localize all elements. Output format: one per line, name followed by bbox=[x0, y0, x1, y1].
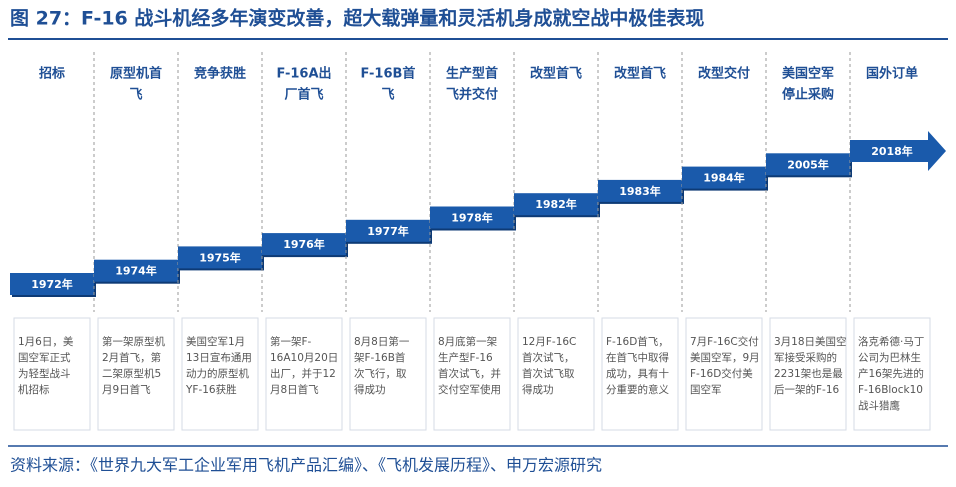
description-line: 在首飞中取得 bbox=[606, 351, 669, 364]
description-box bbox=[769, 317, 847, 431]
description-box bbox=[433, 317, 511, 431]
year-bar bbox=[262, 233, 346, 256]
description-line: F-16D首飞， bbox=[606, 335, 669, 348]
year-label: 1977年 bbox=[367, 224, 409, 238]
event-label: 改型首飞 bbox=[530, 66, 582, 82]
description-line: F-16Block10 bbox=[858, 384, 923, 396]
description-line: 首次试飞取 bbox=[522, 367, 575, 380]
description-line: 架F-16B首 bbox=[354, 351, 405, 364]
year-bar bbox=[10, 273, 94, 295]
year-bar bbox=[766, 153, 850, 176]
description-line: 7月F-16C交付 bbox=[690, 335, 759, 348]
description-line: 1月6日，美 bbox=[18, 335, 74, 348]
description-line: 第一架原型机 bbox=[102, 335, 165, 348]
description-line: 13日宣布通用 bbox=[186, 351, 252, 364]
year-label: 1972年 bbox=[31, 277, 73, 291]
description-line: F-16D交付美 bbox=[690, 367, 753, 380]
description-line: YF-16获胜 bbox=[185, 384, 237, 396]
year-bar bbox=[598, 179, 682, 202]
event-label: 飞并交付 bbox=[446, 87, 498, 103]
title: 图 27：F-16 战斗机经多年演变改善，超大载弹量和灵活机身成就空战中极佳表现 bbox=[10, 7, 704, 30]
year-label: 2018年 bbox=[871, 144, 913, 158]
description-line: 美国空军1月 bbox=[186, 335, 245, 348]
description-box bbox=[349, 317, 427, 431]
description-line: 2231架也是最 bbox=[774, 367, 843, 380]
description-line: 洛克希德·马丁 bbox=[858, 335, 924, 348]
description-line: 交付空军使用 bbox=[438, 383, 501, 396]
description-line: 第一架F- bbox=[270, 335, 312, 348]
event-label: 飞 bbox=[381, 88, 394, 103]
event-label: 厂首飞 bbox=[284, 87, 323, 103]
year-label: 1982年 bbox=[535, 197, 577, 211]
event-label: F-16A出 bbox=[276, 66, 331, 82]
year-bar bbox=[94, 259, 178, 282]
description-line: 得成功 bbox=[354, 384, 386, 396]
year-bar bbox=[514, 193, 598, 216]
event-label: 飞 bbox=[129, 88, 142, 103]
event-label: 改型首飞 bbox=[614, 66, 666, 82]
description-line: 美国空军，9月 bbox=[690, 351, 760, 364]
year-label: 1978年 bbox=[451, 211, 493, 225]
event-label: 竞争获胜 bbox=[194, 66, 246, 82]
description-line: 战斗猎鹰 bbox=[858, 399, 900, 412]
event-label: 生产型首 bbox=[446, 66, 498, 82]
year-bar bbox=[682, 166, 766, 189]
year-label: 1983年 bbox=[619, 184, 661, 198]
description-line: 3月18日美国空 bbox=[774, 335, 847, 348]
year-label: 2005年 bbox=[787, 157, 829, 171]
description-line: 首次试飞，并 bbox=[438, 367, 501, 380]
description-line: 公司为巴林生 bbox=[858, 351, 921, 364]
event-label: F-16B首 bbox=[361, 66, 416, 82]
description-line: 月8日首飞 bbox=[270, 383, 319, 396]
event-label: 国外订单 bbox=[866, 66, 918, 82]
year-bar bbox=[178, 246, 262, 269]
description-line: 二架原型机5 bbox=[102, 367, 161, 380]
year-bar bbox=[430, 206, 514, 229]
description-line: 动力的原型机 bbox=[186, 367, 249, 380]
description-line: 国空军 bbox=[690, 383, 722, 396]
description-line: 得成功 bbox=[522, 384, 554, 396]
description-line: 月9日首飞 bbox=[102, 383, 151, 396]
description-box bbox=[853, 317, 931, 431]
year-label: 1975年 bbox=[199, 250, 241, 264]
description-line: 产16架先进的 bbox=[858, 367, 924, 380]
description-box bbox=[13, 317, 91, 431]
description-line: 12月F-16C bbox=[522, 336, 576, 348]
year-label: 1974年 bbox=[115, 264, 157, 278]
description-line: 16A10月20日 bbox=[270, 352, 338, 364]
description-line: 出厂，并于12 bbox=[270, 367, 336, 380]
event-label: 美国空军 bbox=[782, 66, 834, 82]
description-box bbox=[685, 317, 763, 431]
source: 资料来源：《世界九大军工企业军用飞机产品汇编》、《飞机发展历程》、申万宏源研究 bbox=[10, 456, 602, 475]
description-line: 生产型F-16 bbox=[438, 351, 493, 364]
description-line: 次飞行，取 bbox=[354, 367, 407, 380]
description-line: 8月底第一架 bbox=[438, 335, 498, 348]
description-line: 为轻型战斗 bbox=[18, 367, 71, 380]
event-label: 原型机首 bbox=[110, 66, 162, 82]
description-line: 8月8日第一 bbox=[354, 335, 410, 348]
description-line: 分重要的意义 bbox=[606, 383, 669, 396]
description-line: 后一架的F-16 bbox=[774, 383, 840, 396]
description-line: 2月首飞，第 bbox=[102, 351, 161, 364]
event-label: 招标 bbox=[39, 66, 65, 82]
year-bar bbox=[850, 131, 946, 171]
year-bar bbox=[346, 219, 430, 242]
year-label: 1976年 bbox=[283, 237, 325, 251]
event-label: 停止采购 bbox=[782, 87, 834, 103]
event-label: 改型交付 bbox=[698, 66, 750, 82]
description-line: 国空军正式 bbox=[18, 351, 71, 364]
year-label: 1984年 bbox=[703, 171, 745, 185]
description-box bbox=[265, 317, 343, 431]
description-line: 首次试飞， bbox=[522, 351, 575, 364]
description-line: 成功，具有十 bbox=[606, 367, 669, 380]
description-box bbox=[517, 317, 595, 431]
description-box bbox=[97, 317, 175, 431]
description-box bbox=[181, 317, 259, 431]
description-box bbox=[601, 317, 679, 431]
description-line: 军接受采购的 bbox=[774, 351, 837, 364]
description-line: 机招标 bbox=[18, 383, 50, 396]
